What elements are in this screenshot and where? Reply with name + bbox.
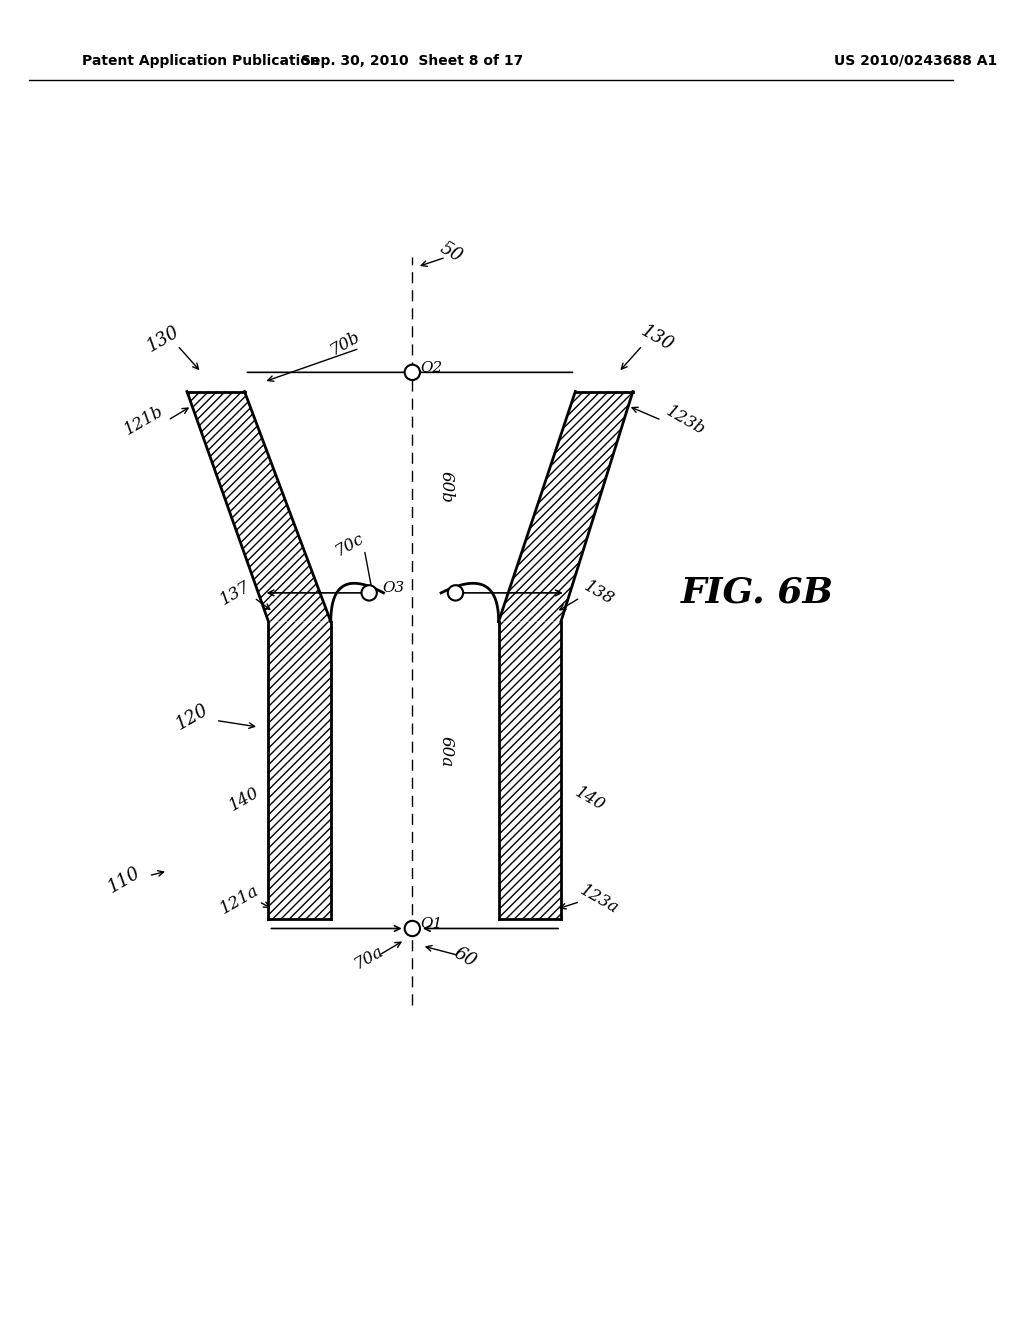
Bar [268,622,331,919]
Circle shape [361,585,377,601]
Polygon shape [499,392,633,622]
Text: 70c: 70c [333,529,368,560]
Text: 121a: 121a [217,882,262,917]
Text: 123a: 123a [577,882,622,917]
Circle shape [404,921,420,936]
Text: 60b: 60b [437,471,455,503]
Text: 140: 140 [226,784,262,814]
Text: 110: 110 [105,865,144,898]
Text: 70b: 70b [327,329,364,359]
Text: Patent Application Publication: Patent Application Publication [82,54,319,67]
Text: FIG. 6B: FIG. 6B [681,576,834,610]
Text: 120: 120 [172,701,211,734]
Text: Sep. 30, 2010  Sheet 8 of 17: Sep. 30, 2010 Sheet 8 of 17 [301,54,523,67]
Text: 138: 138 [582,578,617,609]
Text: 121b: 121b [121,403,167,438]
Text: 50: 50 [436,239,465,267]
Bar [499,622,561,919]
Bar [499,622,561,919]
Text: 123b: 123b [663,403,709,438]
Text: O1: O1 [421,916,442,931]
Text: 60: 60 [451,944,479,970]
Text: US 2010/0243688 A1: US 2010/0243688 A1 [835,54,997,67]
Text: 130: 130 [637,322,676,355]
Text: 70a: 70a [351,942,387,973]
Text: 140: 140 [571,784,608,814]
Circle shape [447,585,463,601]
Bar [268,622,331,919]
Polygon shape [187,392,331,622]
Text: 60a: 60a [437,735,455,767]
Text: 137: 137 [217,578,253,609]
Text: O3: O3 [382,581,404,595]
Text: 130: 130 [143,322,182,355]
Text: O2: O2 [421,360,442,375]
Circle shape [404,364,420,380]
